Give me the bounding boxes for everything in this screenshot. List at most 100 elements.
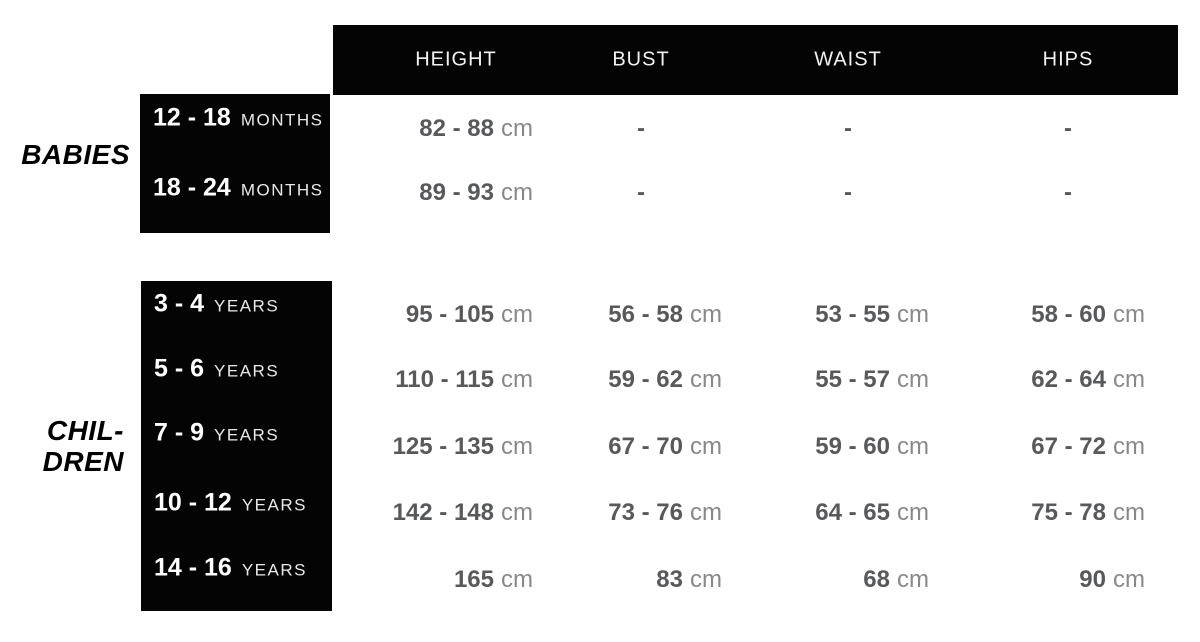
cell-unit: cm (690, 301, 722, 328)
age-unit: YEARS (241, 560, 307, 580)
cell-unit: cm (501, 179, 533, 206)
cell-bust: 67 - 70 cm (608, 433, 722, 461)
cell-value: 55 - 57 (815, 366, 890, 393)
table-header-bar: HEIGHT BUST WAIST HIPS (333, 25, 1178, 95)
age-range: 5 - 6 (154, 354, 205, 383)
cell-value: 59 - 60 (815, 433, 890, 460)
group-label-children-line1: CHIL- (46, 415, 124, 446)
cell-hips: - (1064, 179, 1072, 207)
cell-value: 142 - 148 (392, 499, 494, 526)
cell-height: 165 cm (454, 566, 533, 594)
cell-hips: 90 cm (1079, 566, 1145, 594)
group-label-children: CHIL- DREN (43, 415, 124, 477)
row-label-children-4: 10 - 12 YEARS (154, 489, 307, 518)
cell-bust: - (637, 179, 645, 207)
cell-value: - (1064, 179, 1072, 206)
cell-waist: 59 - 60 cm (815, 433, 929, 461)
cell-waist: - (844, 115, 852, 143)
babies-age-box: 12 - 18 MONTHS 18 - 24 MONTHS (140, 94, 330, 233)
cell-value: 56 - 58 (608, 301, 683, 328)
cell-unit: cm (897, 566, 929, 593)
cell-hips: 75 - 78 cm (1031, 499, 1145, 527)
column-header-waist: WAIST (814, 48, 882, 71)
age-range: 18 - 24 (153, 173, 231, 202)
cell-unit: cm (690, 366, 722, 393)
age-unit: YEARS (214, 296, 280, 316)
cell-unit: cm (501, 433, 533, 460)
cell-value: 95 - 105 (405, 301, 494, 328)
cell-hips: 67 - 72 cm (1031, 433, 1145, 461)
column-header-hips: HIPS (1042, 48, 1094, 71)
cell-unit: cm (1113, 433, 1145, 460)
cell-value: 64 - 65 (815, 499, 890, 526)
cell-unit: cm (897, 301, 929, 328)
cell-value: 62 - 64 (1031, 366, 1106, 393)
age-range: 3 - 4 (154, 289, 205, 318)
age-unit: YEARS (214, 425, 280, 445)
row-label-children-1: 3 - 4 YEARS (154, 290, 279, 319)
cell-unit: cm (897, 433, 929, 460)
cell-value: - (637, 179, 645, 206)
cell-unit: cm (501, 301, 533, 328)
cell-waist: - (844, 179, 852, 207)
cell-waist: 68 cm (863, 566, 929, 594)
row-label-children-5: 14 - 16 YEARS (154, 554, 307, 583)
cell-unit: cm (501, 115, 533, 142)
cell-bust: 73 - 76 cm (608, 499, 722, 527)
cell-bust: 83 cm (656, 566, 722, 594)
cell-unit: cm (501, 366, 533, 393)
age-range: 14 - 16 (154, 553, 232, 582)
cell-hips: 62 - 64 cm (1031, 366, 1145, 394)
cell-unit: cm (690, 499, 722, 526)
cell-value: 89 - 93 (419, 179, 494, 206)
age-range: 12 - 18 (153, 103, 231, 132)
row-label-children-3: 7 - 9 YEARS (154, 419, 279, 448)
children-age-box: 3 - 4 YEARS 5 - 6 YEARS 7 - 9 YEARS 10 - 12… (141, 281, 332, 611)
cell-value: 67 - 72 (1031, 433, 1106, 460)
row-label-children-2: 5 - 6 YEARS (154, 355, 279, 384)
group-label-children-line2: DREN (42, 446, 124, 477)
cell-value: 125 - 135 (392, 433, 494, 460)
cell-value: 82 - 88 (419, 115, 494, 142)
cell-value: 53 - 55 (815, 301, 890, 328)
cell-waist: 53 - 55 cm (815, 301, 929, 329)
cell-bust: 59 - 62 cm (608, 366, 722, 394)
cell-waist: 64 - 65 cm (815, 499, 929, 527)
age-range: 7 - 9 (154, 418, 205, 447)
cell-hips: 58 - 60 cm (1031, 301, 1145, 329)
cell-value: 75 - 78 (1031, 499, 1106, 526)
cell-bust: 56 - 58 cm (608, 301, 722, 329)
cell-value: 59 - 62 (608, 366, 683, 393)
age-unit: MONTHS (240, 110, 324, 130)
row-label-babies-2: 18 - 24 MONTHS (153, 174, 324, 203)
cell-unit: cm (690, 433, 722, 460)
cell-waist: 55 - 57 cm (815, 366, 929, 394)
cell-value: - (637, 115, 645, 142)
cell-height: 95 - 105 cm (406, 301, 533, 329)
age-unit: MONTHS (240, 180, 324, 200)
cell-unit: cm (1113, 366, 1145, 393)
cell-value: 110 - 115 (395, 366, 494, 393)
cell-height: 125 - 135 cm (393, 433, 533, 461)
cell-value: 68 (863, 566, 890, 593)
cell-unit: cm (690, 566, 722, 593)
cell-unit: cm (1113, 566, 1145, 593)
cell-hips: - (1064, 115, 1072, 143)
row-label-babies-1: 12 - 18 MONTHS (153, 104, 324, 133)
cell-value: - (844, 115, 852, 142)
cell-height: 142 - 148 cm (393, 499, 533, 527)
cell-unit: cm (1113, 301, 1145, 328)
cell-value: 73 - 76 (608, 499, 683, 526)
cell-value: - (1064, 115, 1072, 142)
cell-value: 58 - 60 (1031, 301, 1106, 328)
cell-value: - (844, 179, 852, 206)
cell-value: 83 (656, 566, 683, 593)
cell-height: 82 - 88 cm (419, 115, 533, 143)
cell-unit: cm (897, 499, 929, 526)
cell-value: 67 - 70 (608, 433, 683, 460)
group-label-babies: BABIES (21, 139, 130, 170)
age-unit: YEARS (214, 361, 280, 381)
column-header-height: HEIGHT (415, 48, 497, 71)
age-unit: YEARS (241, 495, 307, 515)
cell-height: 89 - 93 cm (419, 179, 533, 207)
